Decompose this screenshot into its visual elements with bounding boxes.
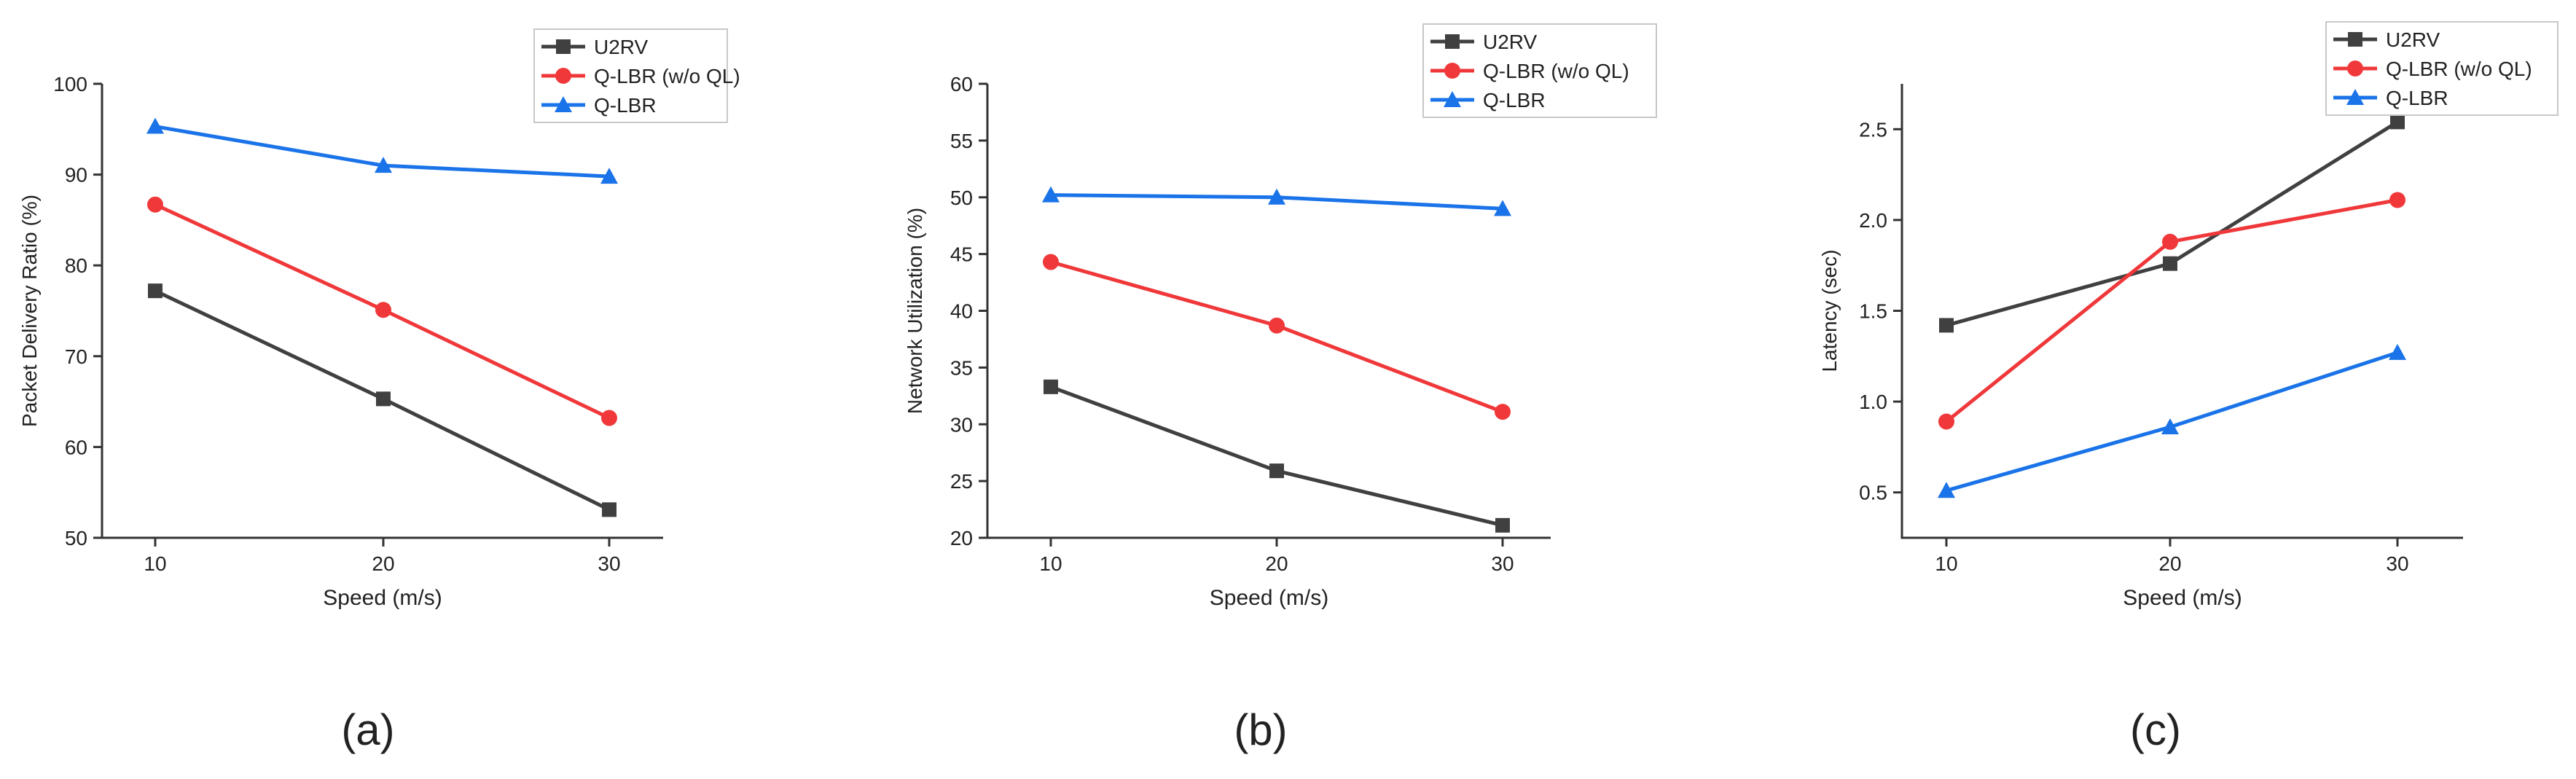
data-point bbox=[1494, 200, 1511, 216]
data-point bbox=[1043, 254, 1059, 270]
legend-marker bbox=[2348, 32, 2362, 47]
series-line-q-lbr bbox=[1946, 351, 2398, 493]
y-axis-label: Packet Delivery Ratio (%) bbox=[18, 195, 41, 427]
data-point bbox=[2390, 114, 2405, 130]
y-tick-label: 60 bbox=[950, 73, 973, 95]
y-tick-label: 50 bbox=[950, 187, 973, 209]
x-tick-label: 20 bbox=[1265, 552, 1288, 575]
y-tick-label: 40 bbox=[950, 300, 973, 323]
y-tick-label: 35 bbox=[950, 356, 973, 379]
y-tick-label: 1.5 bbox=[1859, 300, 1887, 323]
chart-panel-3: 0.5 1.0 1.5 2.0 2.5 10 20 30 Speed (m/s) Latency … bbox=[1818, 21, 2559, 754]
series-line-q-lbr-w-o-ql- bbox=[1050, 260, 1503, 414]
legend-label: Q-LBR (w/o QL) bbox=[594, 65, 740, 87]
chart-panel-2: 20 25 30 35 40 45 50 55 60 10 20 30 Speed (m/s) Netwo… bbox=[904, 23, 1657, 754]
y-tick-label: 60 bbox=[65, 436, 87, 458]
legend-marker bbox=[2346, 89, 2364, 105]
data-point bbox=[376, 391, 391, 407]
legend-marker bbox=[1444, 63, 1460, 79]
data-point bbox=[1268, 188, 1285, 205]
y-tick-label: 2.5 bbox=[1859, 118, 1887, 141]
panel-label: (b) bbox=[1234, 705, 1287, 754]
y-tick-label: 2.0 bbox=[1859, 209, 1887, 232]
data-point bbox=[1938, 482, 1955, 498]
x-tick-label: 20 bbox=[372, 552, 394, 575]
legend-marker bbox=[1445, 34, 1460, 49]
data-point bbox=[147, 196, 163, 213]
data-point bbox=[1495, 404, 1511, 420]
data-point bbox=[375, 157, 392, 173]
y-tick-label: 25 bbox=[950, 470, 973, 493]
legend-marker bbox=[556, 39, 571, 54]
x-tick-label: 30 bbox=[2386, 552, 2408, 575]
x-axis-label: Speed (m/s) bbox=[1210, 586, 1328, 610]
y-axis-label: Network Utilization (%) bbox=[904, 208, 926, 414]
y-tick-label: 50 bbox=[65, 527, 87, 549]
data-point bbox=[146, 117, 164, 134]
data-point bbox=[1939, 318, 1954, 333]
legend-marker bbox=[2347, 60, 2363, 77]
y-tick-label: 80 bbox=[65, 254, 87, 277]
data-point bbox=[1938, 413, 1954, 430]
legend-label: U2RV bbox=[594, 36, 649, 58]
panel-label: (a) bbox=[341, 705, 394, 754]
x-axis-label: Speed (m/s) bbox=[323, 586, 442, 610]
axes-frame bbox=[1900, 84, 2463, 539]
y-axis-label: Latency (sec) bbox=[1818, 249, 1841, 372]
legend-label: Q-LBR (w/o QL) bbox=[1483, 60, 1629, 82]
data-point bbox=[375, 302, 391, 318]
data-point bbox=[1269, 317, 1285, 334]
y-tick-label: 1.0 bbox=[1859, 391, 1887, 413]
data-point bbox=[2161, 418, 2179, 434]
data-point bbox=[2162, 233, 2178, 250]
y-tick-label: 100 bbox=[53, 73, 87, 95]
y-tick-label: 55 bbox=[950, 130, 973, 152]
y-tick-label: 0.5 bbox=[1859, 482, 1887, 504]
legend-label: U2RV bbox=[1483, 31, 1538, 53]
data-point bbox=[602, 502, 616, 517]
data-point bbox=[1495, 517, 1510, 533]
x-tick-label: 10 bbox=[1039, 552, 1062, 575]
legend-marker bbox=[555, 96, 572, 112]
series-line-q-lbr-w-o-ql- bbox=[1945, 198, 2398, 423]
legend-marker bbox=[555, 68, 571, 84]
panel-label: (c) bbox=[2130, 705, 2181, 754]
x-axis-label: Speed (m/s) bbox=[2123, 586, 2242, 610]
y-tick-label: 20 bbox=[950, 527, 973, 549]
y-tick-label: 45 bbox=[950, 243, 973, 266]
legend-label: Q-LBR bbox=[2386, 87, 2448, 109]
data-point bbox=[1269, 463, 1284, 479]
data-point bbox=[2389, 192, 2405, 208]
x-tick-label: 30 bbox=[1491, 552, 1514, 575]
legend-label: Q-LBR bbox=[1483, 89, 1546, 111]
y-tick-label: 90 bbox=[65, 164, 87, 187]
data-point bbox=[148, 283, 163, 299]
legend-label: Q-LBR bbox=[594, 94, 657, 117]
data-point bbox=[1044, 379, 1058, 394]
x-tick-label: 20 bbox=[2158, 552, 2181, 575]
data-point bbox=[601, 410, 617, 426]
legend-label: Q-LBR (w/o QL) bbox=[2386, 58, 2532, 80]
series-line-u2rv bbox=[1946, 120, 2399, 327]
series-line-u2rv bbox=[1050, 385, 1503, 528]
legend-marker bbox=[1444, 91, 1461, 107]
x-tick-label: 10 bbox=[144, 552, 166, 575]
data-point bbox=[1042, 186, 1060, 203]
data-point bbox=[2389, 343, 2406, 360]
data-point bbox=[2163, 256, 2177, 271]
y-tick-label: 30 bbox=[950, 413, 973, 436]
x-tick-label: 30 bbox=[598, 552, 620, 575]
data-point bbox=[600, 168, 618, 184]
x-tick-label: 10 bbox=[1935, 552, 1957, 575]
y-tick-label: 70 bbox=[65, 345, 87, 368]
legend-label: U2RV bbox=[2386, 28, 2440, 51]
chart-panel-1: 50 60 70 80 90 100 10 20 30 Speed (m/s) Packet Del… bbox=[18, 28, 740, 754]
